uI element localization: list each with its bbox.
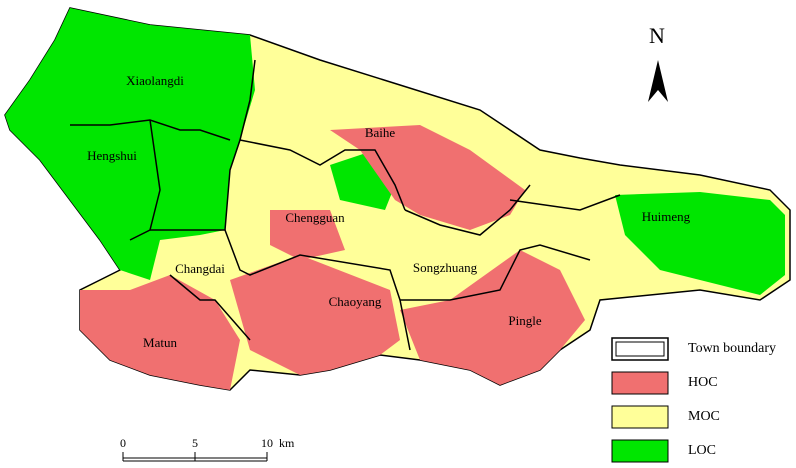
town-label: Baihe	[365, 125, 396, 140]
legend-label: Town boundary	[688, 341, 776, 356]
hoc-zone	[230, 255, 400, 375]
town-label: Chaoyang	[329, 294, 382, 309]
hoc-zone	[400, 250, 585, 385]
town-boundary	[169, 274, 251, 341]
loc-zone	[615, 192, 785, 295]
legend-swatch	[611, 337, 669, 361]
town-label: Hengshui	[87, 148, 137, 163]
town-boundary	[150, 229, 411, 351]
town-label: Huimeng	[642, 209, 691, 224]
town-boundary	[400, 244, 591, 301]
legend-label: MOC	[688, 409, 720, 424]
town-boundary	[509, 194, 621, 211]
scale-bar: 0 5 10 km	[120, 436, 295, 462]
north-arrow	[648, 60, 668, 102]
town-boundary	[70, 119, 231, 141]
loc-zone	[5, 8, 255, 280]
town-label: Matun	[143, 335, 177, 350]
scale-unit: km	[279, 436, 295, 450]
town-boundary	[129, 119, 161, 241]
town-label: Xiaolangdi	[126, 73, 184, 88]
hoc-zone	[330, 125, 525, 230]
legend-label: HOC	[688, 375, 718, 390]
town-label: Changdai	[175, 261, 225, 276]
hoc-zone	[270, 210, 345, 260]
hoc-zone	[80, 275, 240, 390]
north-label: N	[649, 23, 665, 48]
town-label: Songzhuang	[413, 260, 478, 275]
town-boundary	[239, 139, 406, 211]
legend-swatch	[611, 439, 669, 463]
legend-label: LOC	[688, 443, 716, 458]
town-label: Chengguan	[285, 210, 345, 225]
scale-tick-label: 10	[261, 436, 273, 450]
scale-tick-label: 0	[120, 436, 126, 450]
legend-swatch	[611, 371, 669, 395]
town-label: Pingle	[508, 313, 541, 328]
scale-tick-label: 5	[192, 436, 198, 450]
legend-swatch	[611, 405, 669, 429]
legend-swatch	[615, 341, 665, 357]
